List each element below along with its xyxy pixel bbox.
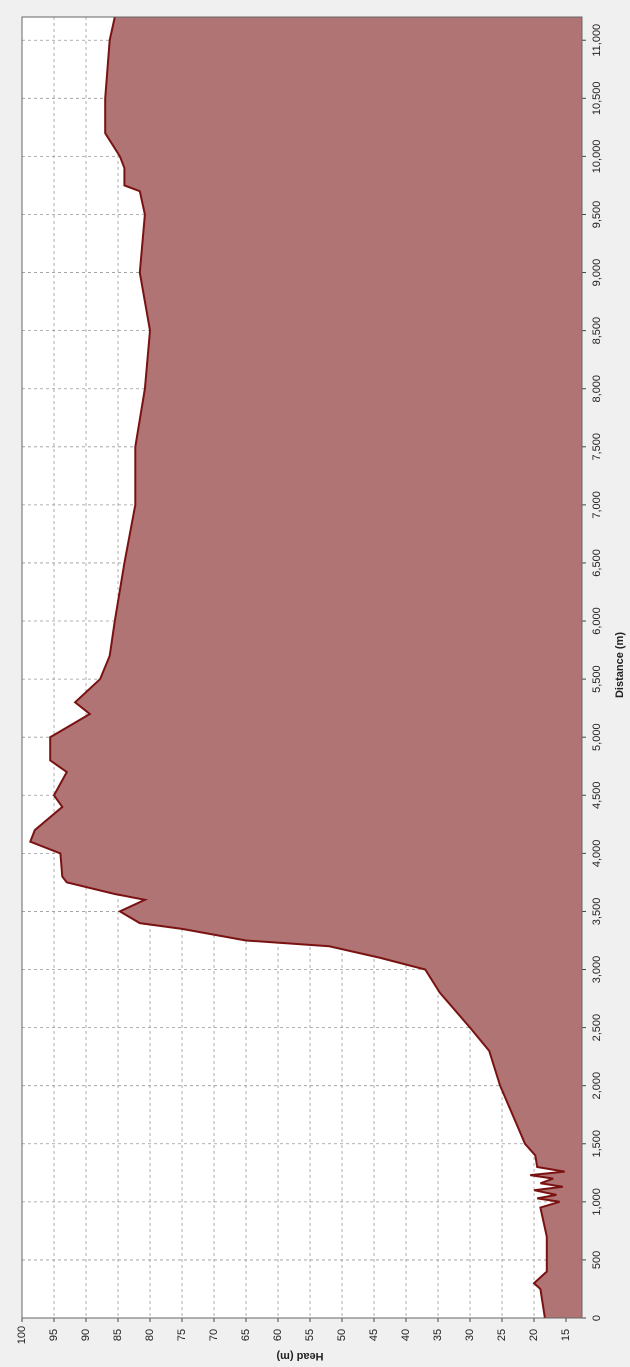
x-tick-label: 7,500	[591, 433, 603, 461]
y-tick-label: 30	[464, 1329, 476, 1341]
x-tick-label: 4,000	[591, 840, 603, 868]
x-tick-label: 10,500	[591, 81, 603, 115]
y-tick-label: 80	[144, 1329, 156, 1341]
x-tick-label: 0	[591, 1315, 603, 1321]
x-axis-label: Distance (m)	[614, 632, 626, 698]
y-tick-label: 50	[336, 1329, 348, 1341]
line	[29, 16, 565, 1319]
y-tick-label: 25	[496, 1329, 508, 1341]
x-tick-label: 6,500	[591, 549, 603, 577]
x-tick-label: 6,000	[591, 607, 603, 635]
x-tick-label: 1,000	[591, 1188, 603, 1216]
y-tick-label: 65	[240, 1329, 252, 1341]
x-tick-label: 3,500	[591, 898, 603, 926]
x-tick-label: 9,500	[591, 201, 603, 229]
x-tick-label: 2,500	[591, 1014, 603, 1042]
plot-frame	[21, 16, 583, 1319]
y-tick-label: 20	[528, 1329, 540, 1341]
y-tick-label: 100	[16, 1326, 28, 1344]
x-tick-label: 9,000	[591, 259, 603, 287]
y-tick-label: 70	[208, 1329, 220, 1341]
y-tick-label: 55	[304, 1329, 316, 1341]
y-axis-label: Head (m)	[276, 1350, 323, 1362]
x-tick-label: 11,000	[591, 24, 603, 57]
x-tick-label: 8,000	[591, 375, 603, 403]
x-tick-label: 1,500	[591, 1130, 603, 1158]
y-tick-label: 95	[48, 1329, 60, 1341]
y-tick-label: 75	[176, 1329, 188, 1341]
y-tick-label: 40	[400, 1329, 412, 1341]
y-tick-label: 15	[560, 1329, 572, 1341]
y-tick-label: 85	[112, 1329, 124, 1341]
x-tick-label: 4,500	[591, 782, 603, 810]
x-tick-label: 500	[591, 1251, 603, 1269]
x-tick-label: 8,500	[591, 317, 603, 345]
x-tick-label: 5,000	[591, 723, 603, 751]
x-tick-label: 5,500	[591, 665, 603, 693]
y-tick-label: 60	[272, 1329, 284, 1341]
x-tick-label: 10,000	[591, 140, 603, 174]
x-tick-label: 3,000	[591, 956, 603, 984]
y-tick-label: 35	[432, 1329, 444, 1341]
x-tick-label: 2,000	[591, 1072, 603, 1100]
y-tick-label: 45	[368, 1329, 380, 1341]
x-tick-label: 7,000	[591, 491, 603, 519]
area	[30, 17, 583, 1318]
y-tick-label: 90	[80, 1329, 92, 1341]
